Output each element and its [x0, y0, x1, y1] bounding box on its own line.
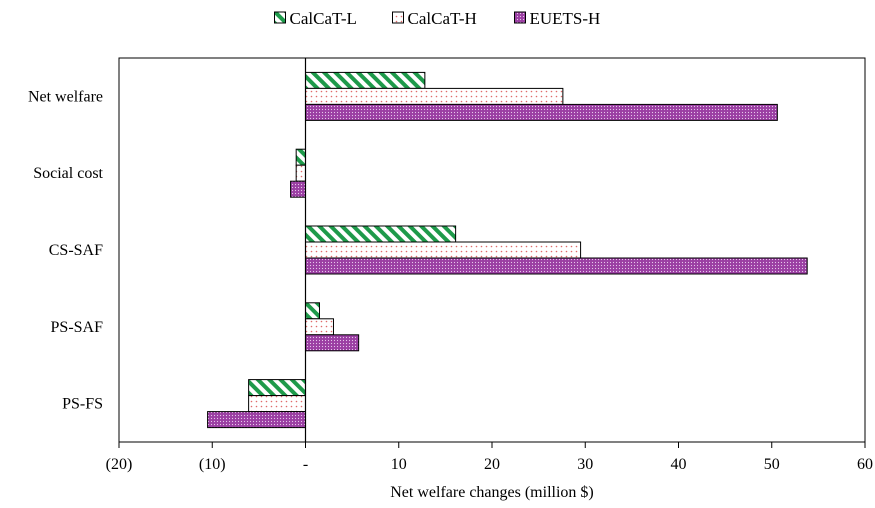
- x-tick-label: 40: [671, 456, 687, 473]
- x-tick-label: 60: [857, 456, 873, 473]
- category-label: PS-SAF: [51, 319, 104, 336]
- bar-cs-saf-calcat-h: [305, 241, 582, 259]
- bar-ps-saf-euets-h: [305, 334, 360, 352]
- legend-swatch-euets-h: [514, 11, 526, 24]
- legend: CalCaT-L CalCaT-H EUETS-H: [274, 9, 601, 28]
- bar-cs-saf-calcat-l: [305, 225, 457, 243]
- bars-group: [207, 71, 808, 429]
- x-tick-label: (10): [199, 456, 226, 473]
- bar-social-cost-euets-h: [290, 180, 306, 198]
- category-label: CS-SAF: [49, 242, 103, 259]
- bar-cs-saf-euets-h: [305, 257, 808, 275]
- legend-label: CalCaT-H: [408, 9, 477, 28]
- category-label: Social cost: [33, 165, 103, 182]
- x-tick-label: (20): [106, 456, 133, 473]
- category-label: Net welfare: [28, 88, 103, 105]
- bar-social-cost-calcat-h: [295, 164, 306, 182]
- category-label: PS-FS: [62, 396, 103, 413]
- x-tick-label: 30: [577, 456, 593, 473]
- legend-label: EUETS-H: [530, 9, 601, 28]
- bar-net-welfare-calcat-l: [305, 71, 426, 89]
- bar-ps-saf-calcat-h: [305, 318, 334, 336]
- x-tick-label: 10: [391, 456, 407, 473]
- bar-ps-fs-calcat-l: [248, 379, 306, 397]
- bar-ps-saf-calcat-l: [305, 302, 320, 320]
- bar-ps-fs-calcat-h: [248, 395, 306, 413]
- bar-social-cost-calcat-l: [295, 148, 306, 166]
- x-tick-label: 20: [484, 456, 500, 473]
- bar-net-welfare-euets-h: [305, 103, 778, 121]
- bar-net-welfare-calcat-h: [305, 87, 564, 105]
- legend-swatch-calcat-h: [392, 11, 404, 24]
- x-axis-title: Net welfare changes (million $): [390, 484, 593, 501]
- x-tick-label: 50: [764, 456, 780, 473]
- x-tick-label: -: [303, 456, 308, 473]
- legend-swatch-calcat-l: [274, 11, 286, 24]
- category-labels: Net welfare Social cost CS-SAF PS-SAF PS-FS: [28, 88, 104, 412]
- legend-label: CalCaT-L: [290, 9, 357, 28]
- x-axis-ticks: (20) (10) - 10 20 30 40 50 60: [106, 442, 873, 473]
- bar-ps-fs-euets-h: [207, 411, 306, 429]
